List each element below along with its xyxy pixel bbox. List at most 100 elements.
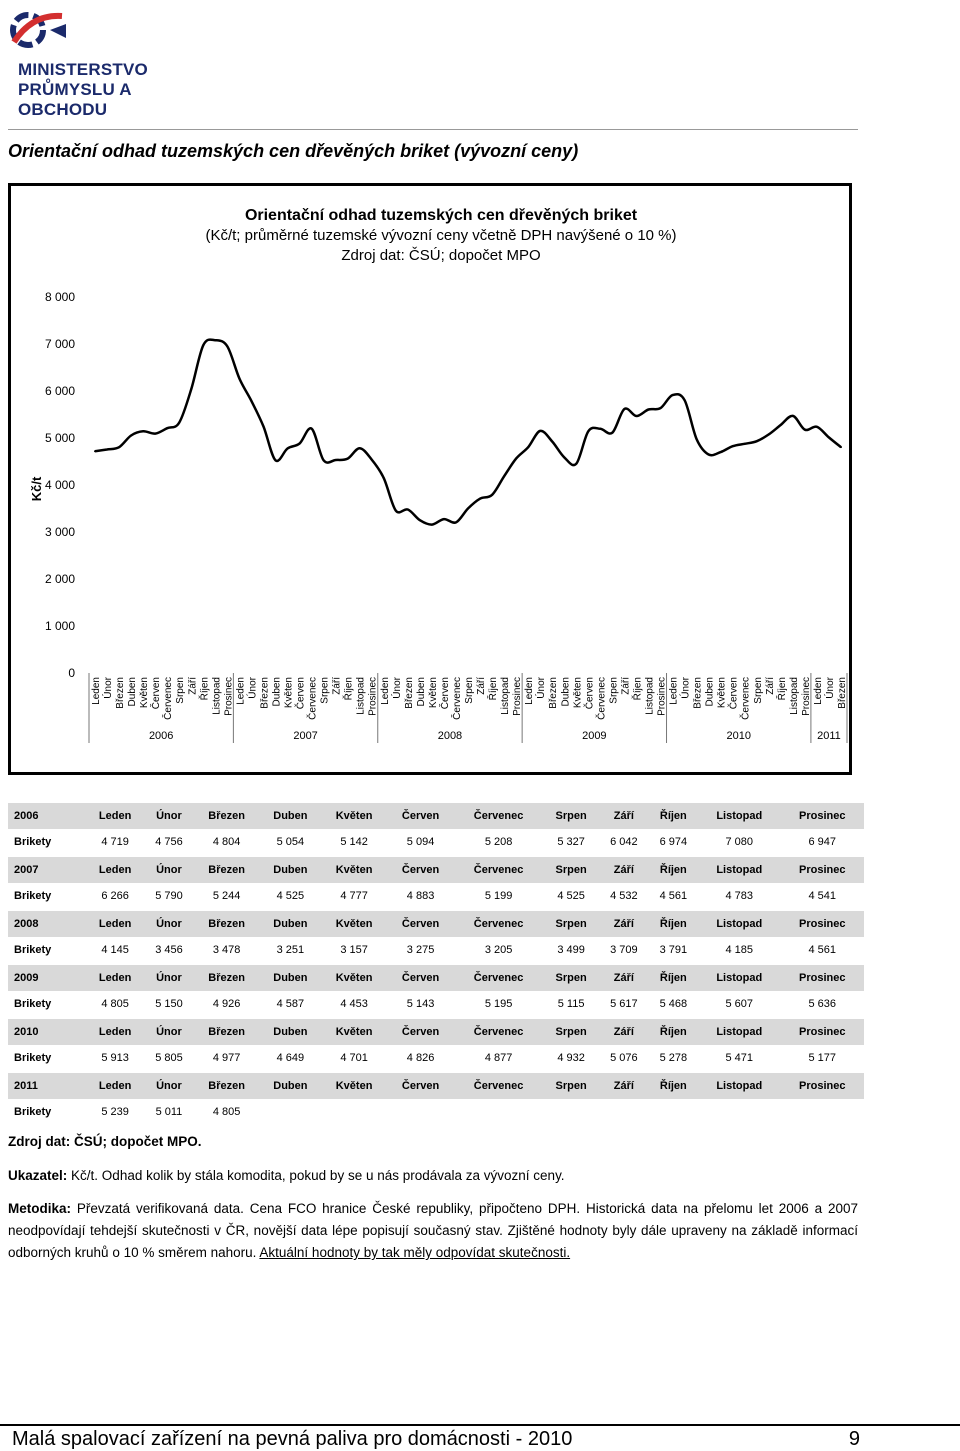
month-header-cell: Srpen [543,1017,600,1045]
x-tick-label: Listopad [644,677,655,715]
y-tick-label: 8 000 [45,290,75,304]
month-header-cell: Únor [144,1017,194,1045]
month-header-cell: Červen [387,855,455,883]
month-header-cell: Leden [86,801,145,829]
year-header-row: 2006 Leden Únor Březen Duben Květen Červen Červ… [8,801,864,829]
value-cell [698,1099,781,1125]
month-header-cell: Květen [321,855,388,883]
data-point [214,339,217,342]
data-point [647,408,650,411]
y-axis-label: Kč/t [29,476,44,501]
y-tick-label: 6 000 [45,384,75,398]
value-cell: 5 208 [454,829,544,856]
value-cell: 4 541 [780,883,864,910]
x-tick-label: Červenec [161,677,174,720]
year-header-row: 2009 Leden Únor Březen Duben Květen Červen Červ… [8,963,864,991]
data-point [406,508,409,511]
data-point [791,414,794,417]
value-cell: 5 076 [599,1045,649,1072]
chart-title-line-3: Zdroj dat: ČSÚ; dopočet MPO [341,247,540,264]
x-tick-label: Září [332,677,343,695]
data-point [551,440,554,443]
value-cell: 5 913 [86,1045,145,1072]
method-label: Metodika: [8,1201,72,1216]
y-tick-label: 4 000 [45,478,75,492]
month-header-cell: Květen [321,963,388,991]
value-cell: 5 607 [698,991,781,1018]
x-tick-label: Srpen [464,677,475,704]
value-cell: 3 205 [454,937,544,964]
x-tick-label: Červen [582,677,595,709]
value-cell: 6 974 [648,829,699,856]
chart-title-line-1: Orientační odhad tuzemských cen dřevěnýc… [245,207,638,224]
data-point [803,428,806,431]
month-header-cell: Říjen [648,1071,699,1099]
value-cell: 4 804 [193,829,260,856]
year-label: 2011 [817,730,841,742]
month-header-cell: Duben [259,1017,322,1045]
source-label: Zdroj dat: [8,1134,71,1149]
value-cell: 5 278 [648,1045,699,1072]
data-point [130,434,133,437]
month-header-cell: Leden [86,1071,145,1099]
year-label: 2010 [726,730,750,742]
value-cell: 4 561 [648,883,699,910]
data-point [334,458,337,461]
value-cell [780,1099,864,1125]
data-point [695,438,698,441]
value-cell: 3 478 [193,937,260,964]
value-cell: 4 701 [321,1045,388,1072]
value-cell [454,1099,544,1125]
value-cell: 4 777 [321,883,388,910]
value-cell: 7 080 [698,829,781,856]
month-header-cell: Listopad [698,963,781,991]
value-row: Brikety 5 239 5 011 4 805 [8,1099,864,1125]
month-header-cell: Červenec [454,801,544,829]
value-cell: 5 142 [321,829,388,856]
month-header-cell: Únor [144,1071,194,1099]
y-tick-label: 0 [68,666,75,680]
x-tick-label: Březen [404,677,415,709]
month-header-cell: Únor [144,801,194,829]
x-tick-label: Leden [524,677,535,705]
month-header-cell: Duben [259,1071,322,1099]
data-point [467,507,469,510]
value-row: Brikety 6 266 5 790 5 244 4 525 4 777 4 883 5 1… [8,883,864,910]
month-header-cell: Květen [321,1071,388,1099]
data-point [106,448,109,451]
data-point [527,446,530,449]
logo-emblem-icon [10,12,66,48]
month-header-cell: Prosinec [780,909,864,937]
price-table: 2006 Leden Únor Březen Duben Květen Červen Červ… [8,801,864,1125]
data-point [563,456,566,459]
x-tick-label: Říjen [630,677,643,700]
month-header-cell: Říjen [648,801,699,829]
x-tick-label: Květen [139,677,150,708]
month-header-cell: Srpen [543,909,600,937]
month-header-cell: Srpen [543,963,600,991]
logo-line-1: MINISTERSTVO [18,60,148,79]
value-row: Brikety 5 913 5 805 4 977 4 649 4 701 4 826 4 8… [8,1045,864,1072]
data-point [346,457,349,460]
data-point [623,408,626,411]
month-header-cell: Září [599,855,649,883]
month-header-cell: Květen [321,909,388,937]
page-title: Orientační odhad tuzemských cen dřevěnýc… [8,141,579,161]
month-header-cell: Září [599,1017,649,1045]
x-tick-label: Červenec [450,677,463,720]
data-point [671,394,674,397]
row-label: Brikety [8,991,86,1018]
month-header-cell: Březen [193,909,260,937]
data-point [683,399,686,402]
value-cell [648,1099,699,1125]
x-tick-label: Únor [823,676,836,698]
x-tick-label: Leden [669,677,680,705]
month-header-cell: Únor [144,855,194,883]
x-tick-label: Leden [91,677,102,705]
month-header-cell: Duben [259,855,322,883]
month-header-cell: Prosinec [780,801,864,829]
x-tick-label: Prosinec [223,677,234,716]
value-cell: 4 719 [86,829,145,856]
value-cell: 4 561 [780,937,864,964]
data-point [827,436,830,439]
